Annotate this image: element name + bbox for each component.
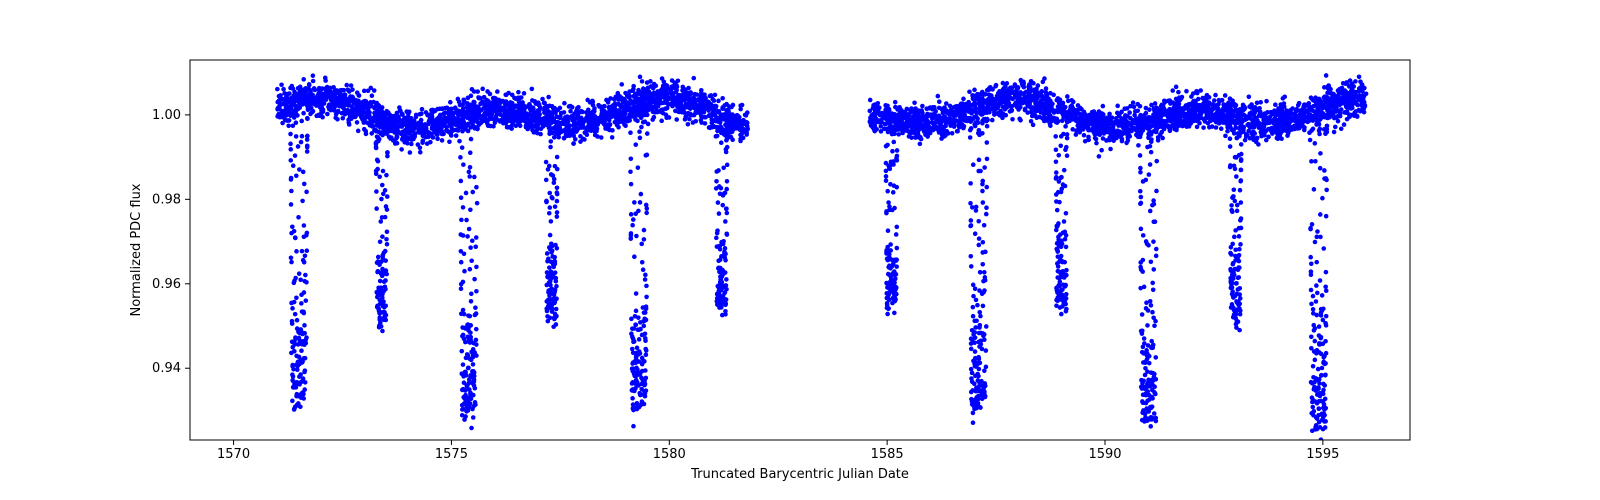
y-axis-label: Normalized PDC flux	[129, 183, 144, 316]
x-axis: 1570 1575 1580 1585 1590 1595 Truncated Baryce…	[217, 440, 1339, 482]
lightcurve-chart: 1570 1575 1580 1585 1590 1595 Truncated Baryce…	[0, 0, 1600, 500]
x-tick-label: 1570	[217, 447, 250, 462]
x-axis-label: Truncated Barycentric Julian Date	[690, 467, 909, 482]
x-tick-label: 1580	[653, 447, 686, 462]
y-tick-label: 0.98	[152, 192, 181, 207]
y-axis: 0.94 0.96 0.98 1.00 Normalized PDC flux	[129, 108, 190, 376]
x-tick-label: 1575	[435, 447, 468, 462]
x-tick-label: 1585	[871, 447, 904, 462]
x-tick-label: 1590	[1088, 447, 1121, 462]
y-tick-label: 0.94	[152, 361, 181, 376]
y-tick-label: 0.96	[152, 277, 181, 292]
y-tick-label: 1.00	[152, 108, 181, 123]
chart-svg: 1570 1575 1580 1585 1590 1595 Truncated Baryce…	[0, 0, 1600, 500]
x-tick-label: 1595	[1306, 447, 1339, 462]
